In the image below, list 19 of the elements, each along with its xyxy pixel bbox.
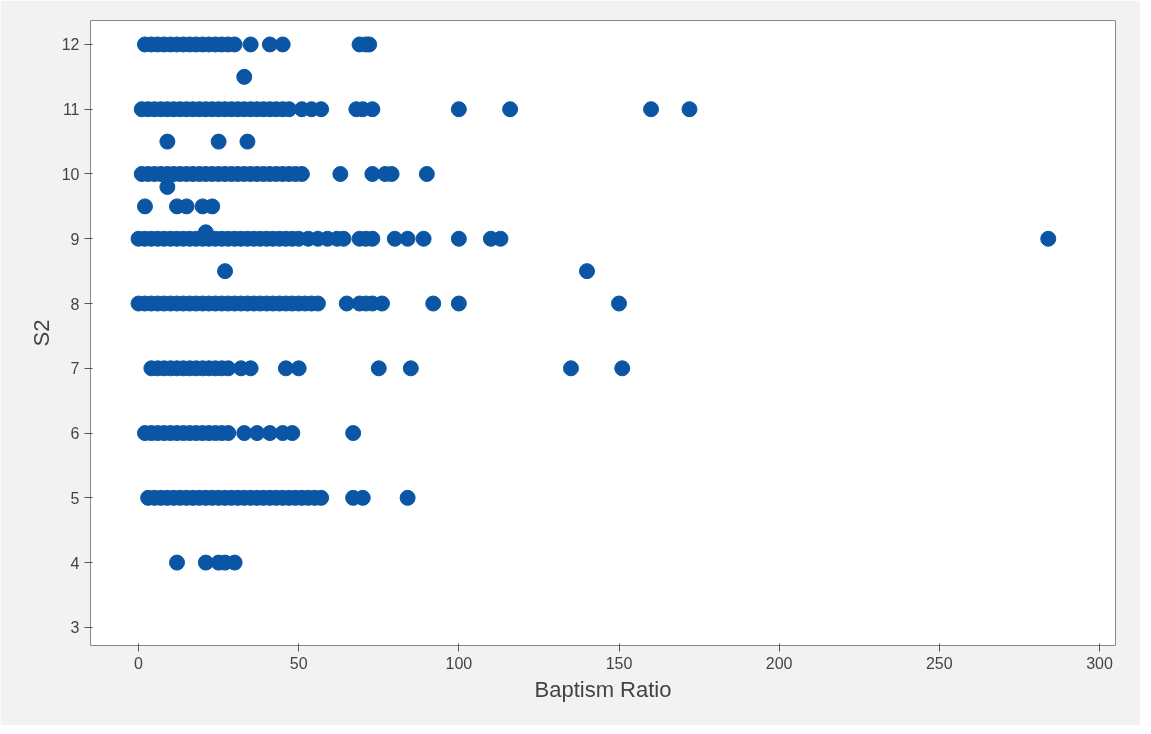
y-tick-label: 10 xyxy=(61,166,80,183)
x-tick-label: 200 xyxy=(765,654,793,672)
x-tick-label: 300 xyxy=(1086,654,1113,672)
y-tick-label: 4 xyxy=(70,554,80,572)
x-axis-title: Baptism Ratio xyxy=(534,676,672,702)
y-tick-label: 9 xyxy=(70,230,80,248)
x-tick-label: 100 xyxy=(445,654,473,672)
y-axis-title: S2 xyxy=(28,319,54,347)
y-tick-label: 6 xyxy=(70,425,80,443)
x-tick-label: 150 xyxy=(605,654,633,672)
x-tick-label: 0 xyxy=(134,654,144,672)
y-tick-label: 7 xyxy=(70,360,80,378)
y-tick-label: 8 xyxy=(70,295,80,313)
y-tick-label: 3 xyxy=(70,619,80,637)
y-tick-label: 5 xyxy=(70,489,80,507)
y-tick-label: 11 xyxy=(62,101,80,119)
x-tick-label: 50 xyxy=(289,654,308,672)
y-tick-label: 12 xyxy=(61,36,80,54)
x-tick-label: 250 xyxy=(925,654,953,672)
